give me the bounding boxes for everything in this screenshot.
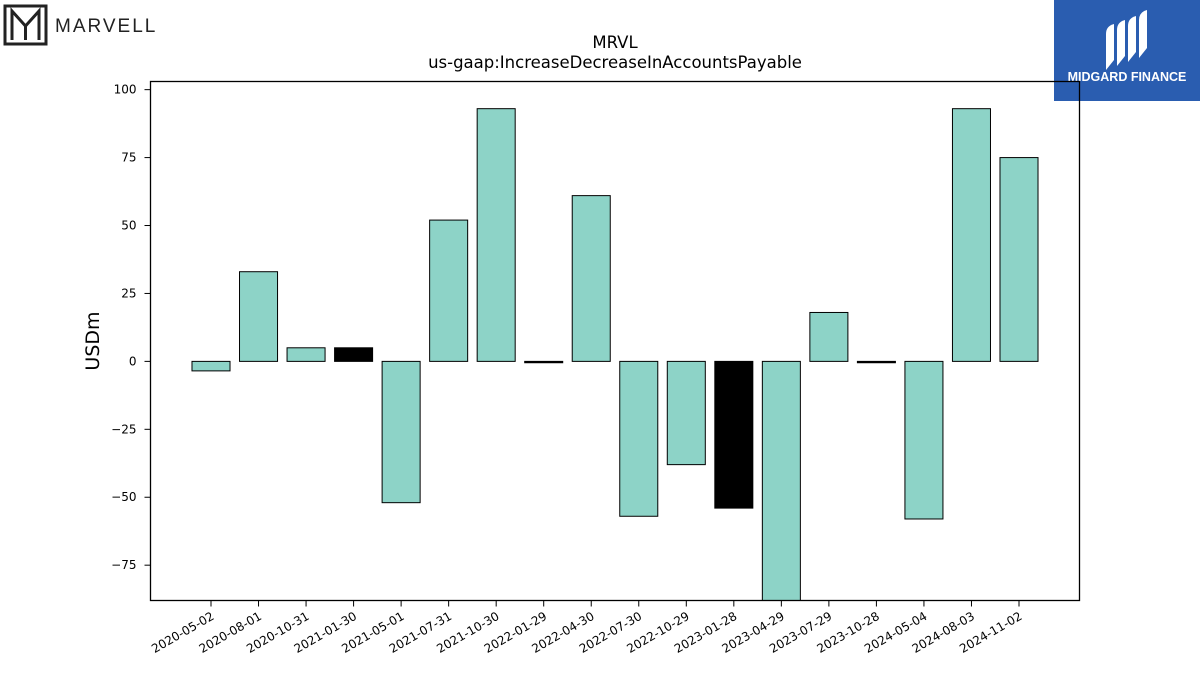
marvell-m-logo-icon <box>3 4 48 46</box>
logo-background <box>1054 0 1200 101</box>
bar-2023-04-29 <box>761 360 801 601</box>
bar-2020-10-31 <box>286 347 326 362</box>
chart-subtitle: us-gaap:IncreaseDecreaseInAccountsPayabl… <box>428 53 802 72</box>
marvell-logo: MARVELL <box>3 4 157 46</box>
bar-2022-04-30 <box>571 195 611 362</box>
bar-2021-01-30 <box>334 347 374 362</box>
bar-2022-07-30 <box>619 360 659 517</box>
marvell-logo-text: MARVELL <box>55 16 157 37</box>
plot-frame <box>149 80 1081 602</box>
y-axis-label: USDm <box>82 311 104 370</box>
bars-group <box>191 108 1039 601</box>
y-tick-label: 25 <box>121 286 136 300</box>
y-tick-label: −50 <box>111 490 136 504</box>
y-ticks-group: −75 −50 −25 0 25 50 75 100 <box>111 83 151 572</box>
bar-2022-01-29 <box>524 360 564 364</box>
midgard-logo-icon <box>1106 10 1147 70</box>
bar-2021-10-30 <box>476 108 516 362</box>
bar-2024-08-03 <box>951 108 991 362</box>
bar-2023-07-29 <box>809 311 849 362</box>
y-tick-label: −25 <box>111 422 136 436</box>
chart-title: MRVL <box>592 33 638 52</box>
bar-2020-05-02 <box>191 360 231 372</box>
bar-2023-10-28 <box>856 360 896 364</box>
y-tick-label: 75 <box>121 151 136 165</box>
bar-2020-08-01 <box>239 271 279 362</box>
bar-2021-07-31 <box>429 219 469 362</box>
bar-2021-05-01 <box>381 360 421 504</box>
x-ticks-group: 2020-05-022020-08-012020-10-312021-01-30… <box>149 600 1025 656</box>
bar-2022-10-29 <box>666 360 706 466</box>
y-tick-label: 50 <box>121 219 136 233</box>
y-tick-label: 100 <box>114 83 137 97</box>
bar-2024-11-02 <box>999 157 1039 362</box>
y-tick-label: −75 <box>111 558 136 572</box>
bar-2023-01-28 <box>714 360 754 509</box>
y-tick-label: 0 <box>129 354 137 368</box>
midgard-logo-text: MIDGARD FINANCE <box>1068 70 1187 84</box>
midgard-finance-logo: MIDGARD FINANCE <box>1054 0 1200 101</box>
bar-2024-05-04 <box>904 360 944 520</box>
